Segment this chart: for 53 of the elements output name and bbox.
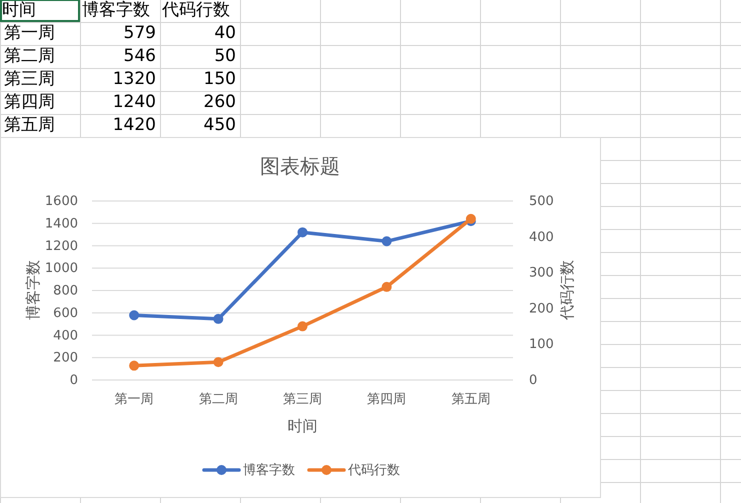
data-label: 50 bbox=[213, 45, 237, 68]
y-tick-label: 1000 bbox=[44, 260, 78, 276]
category-label: 第五周 bbox=[3, 114, 56, 137]
x-tick-label: 第三周 bbox=[283, 392, 322, 406]
y2-tick-label: 0 bbox=[529, 372, 538, 388]
y-tick-label: 0 bbox=[70, 372, 78, 388]
chart-title: 图表标题 bbox=[260, 154, 340, 178]
category-label: 第四周 bbox=[3, 91, 56, 114]
text: 时间 bbox=[0, 0, 80, 22]
point bbox=[298, 227, 308, 238]
x-tick-label: 第二周 bbox=[198, 392, 238, 406]
category-label: 第一周 bbox=[3, 22, 56, 45]
point bbox=[382, 282, 392, 292]
point bbox=[466, 214, 476, 224]
text: 代码行数 bbox=[161, 0, 231, 22]
x-axis-title: 时间 bbox=[288, 417, 318, 435]
y-tick-label: 400 bbox=[53, 328, 78, 343]
data-label: 579 bbox=[122, 22, 157, 45]
point bbox=[382, 236, 392, 246]
point bbox=[129, 360, 140, 371]
y-tick-label: 200 bbox=[53, 350, 78, 366]
y-tick-label: 600 bbox=[53, 305, 78, 320]
category-label: 第三周 bbox=[3, 68, 56, 91]
y2-tick-label: 400 bbox=[529, 229, 554, 244]
x-tick-label: 第五周 bbox=[451, 392, 490, 406]
y2-tick-label: 100 bbox=[529, 336, 554, 352]
text: 博客字数 bbox=[81, 0, 151, 22]
y-tick-label: 1200 bbox=[44, 238, 78, 254]
data-label: 260 bbox=[202, 91, 237, 114]
point bbox=[213, 314, 224, 324]
y2-tick-label: 200 bbox=[529, 300, 554, 316]
y2-axis-title: 代码行数 bbox=[558, 260, 576, 321]
data-label: 40 bbox=[213, 22, 237, 45]
y-tick-label: 1400 bbox=[44, 216, 78, 231]
data-label: 1320 bbox=[112, 68, 157, 91]
point bbox=[129, 310, 140, 320]
y2-tick-label: 300 bbox=[529, 265, 554, 280]
x-tick-label: 第一周 bbox=[114, 392, 154, 406]
legend-label: 博客字数 bbox=[243, 462, 295, 478]
x-tick-label: 第四周 bbox=[367, 392, 406, 406]
y-axis-title: 博客字数 bbox=[24, 260, 42, 320]
data-label: 1240 bbox=[112, 91, 157, 114]
category-label: 第二周 bbox=[3, 45, 56, 68]
data-label: 546 bbox=[122, 45, 157, 68]
point bbox=[213, 357, 224, 368]
data-label: 150 bbox=[202, 68, 237, 91]
data-label: 1420 bbox=[112, 114, 157, 137]
y-tick-label: 1600 bbox=[44, 194, 78, 208]
y2-tick-label: 500 bbox=[529, 194, 554, 208]
data-label: 450 bbox=[202, 114, 237, 137]
point bbox=[298, 321, 308, 332]
legend-label: 代码行数 bbox=[347, 462, 400, 478]
y-tick-label: 800 bbox=[53, 283, 78, 298]
